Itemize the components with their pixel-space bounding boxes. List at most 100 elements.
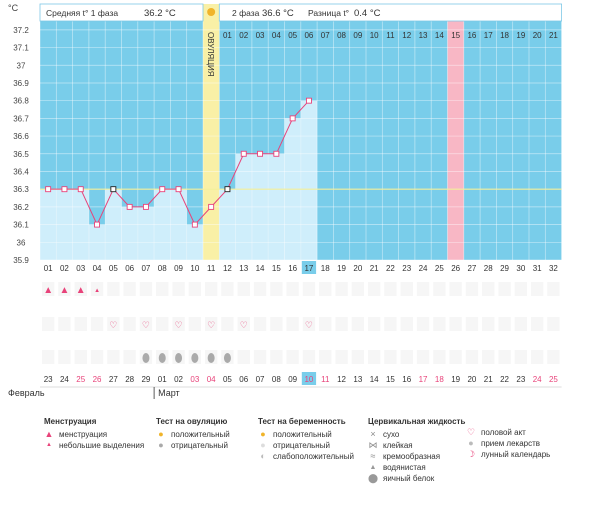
symbol-cell [400,317,413,331]
date-label: 12 [337,375,346,384]
date-label: 02 [174,375,183,384]
heart-icon: ♡ [175,320,183,330]
symbol-cell [351,282,364,296]
legend-item: клейкая [383,441,413,450]
symbol-cell [237,282,250,296]
symbol-cell [123,317,136,331]
date-label: 11 [321,375,330,384]
symbol-cell [416,282,430,296]
legend-item: прием лекарств [481,439,541,448]
legend-cervical: Цервикальная жидкость × сухо ⋈ клейкая ≈ кр… [368,416,465,484]
date-label: 22 [500,375,509,384]
symbol-cell [514,317,527,331]
highlight-date-box [301,372,317,385]
legend-ovulation-test-title: Тест на овуляцию [156,417,228,426]
date-label: 08 [272,375,281,384]
top-day-number: 19 [516,31,525,40]
cycle-day-label: 02 [60,264,69,273]
date-label: 03 [190,375,199,384]
symbol-cell [384,350,397,364]
cycle-day-label: 28 [484,264,493,273]
egg-white-icon [223,353,231,363]
symbol-cell [237,317,250,331]
date-label: 21 [484,375,493,384]
legend-menstruation: Менструация ▲ менструация ▲ небольшие выде… [44,416,144,451]
symbol-cell [547,317,560,331]
top-day-number: 13 [419,31,428,40]
temperature-point [77,186,84,193]
phase2-value: 36.6 °C [262,8,294,19]
egg-white-icon [158,353,166,363]
temperature-point [126,203,133,210]
legend-item: положительный [273,430,332,439]
symbol-cell [286,282,299,296]
symbol-cell [237,350,250,364]
heart-icon: ♡ [466,427,476,437]
symbol-cell [74,317,87,331]
symbol-cell [351,350,364,364]
legend-item: кремообразная [383,452,441,461]
symbol-cell [172,282,185,296]
symbol-cell [449,350,462,364]
date-label: 25 [76,375,85,384]
symbol-cell [139,282,153,296]
symbol-cell [465,317,479,331]
symbol-cell [90,317,104,331]
cycle-day-label: 12 [223,264,232,273]
symbol-cell [42,317,55,331]
y-tick-label: 36.3 [13,185,29,194]
date-label: 23 [44,375,53,384]
legend-pregnancy-test-title: Тест на беременность [258,417,346,426]
cycle-day-label: 31 [533,264,542,273]
symbol-cell [368,350,381,364]
symbol-cell [270,317,283,331]
date-label: 24 [533,375,542,384]
heart-icon: ♡ [207,320,215,330]
cycle-day-label: 30 [516,264,525,273]
symbol-cell [482,282,495,296]
cycle-day-label: 22 [386,264,395,273]
egg-white-icon [191,353,199,363]
sun-grey-icon: ● [158,440,164,450]
y-tick-label: 37 [17,61,26,70]
symbol-cell [498,282,511,296]
symbol-cell [433,317,446,331]
y-tick-label: 36 [17,238,26,247]
symbol-cell [253,350,267,364]
symbol-cell [205,282,218,296]
symbol-cell [465,350,479,364]
cycle-day-label: 29 [500,264,509,273]
symbol-cell [253,317,267,331]
top-day-number: 03 [256,31,265,40]
legend-cervical-title: Цервикальная жидкость [368,417,466,426]
ovulation-label: ОВУЛЯЦИЯ [206,32,215,77]
legend-item: половой акт [481,428,526,437]
circle-yellow-icon: ● [260,429,266,439]
symbol-cell [449,317,462,331]
symbol-cell [302,282,316,296]
legend-item: отрицательный [273,441,330,450]
circle-white-icon: ● [260,440,266,450]
symbol-cell [123,350,136,364]
phase1-label: Средняя t° 1 фаза [46,8,118,18]
symbol-cell [221,282,234,296]
symbol-cell [400,282,413,296]
top-day-number: 17 [484,31,493,40]
circle-half-icon: ◐ [260,451,266,461]
date-label: 07 [256,375,265,384]
month-label-mar: Март [158,388,180,398]
date-label: 23 [516,375,525,384]
legend-other: ♡ половой акт ● прием лекарств ☽ лунный кал… [466,427,550,460]
cycle-day-label: 06 [125,264,134,273]
ovulation-column [203,4,220,260]
temperature-point [208,203,215,210]
temperature-point [175,186,182,193]
symbol-cell [482,317,495,331]
y-tick-label: 36.1 [13,221,29,230]
top-day-number: 06 [304,31,313,40]
symbol-cell [286,350,299,364]
symbol-cell [547,350,560,364]
cross-icon: × [370,429,376,439]
temperature-point [289,115,296,122]
y-tick-label: 36.9 [13,79,29,88]
